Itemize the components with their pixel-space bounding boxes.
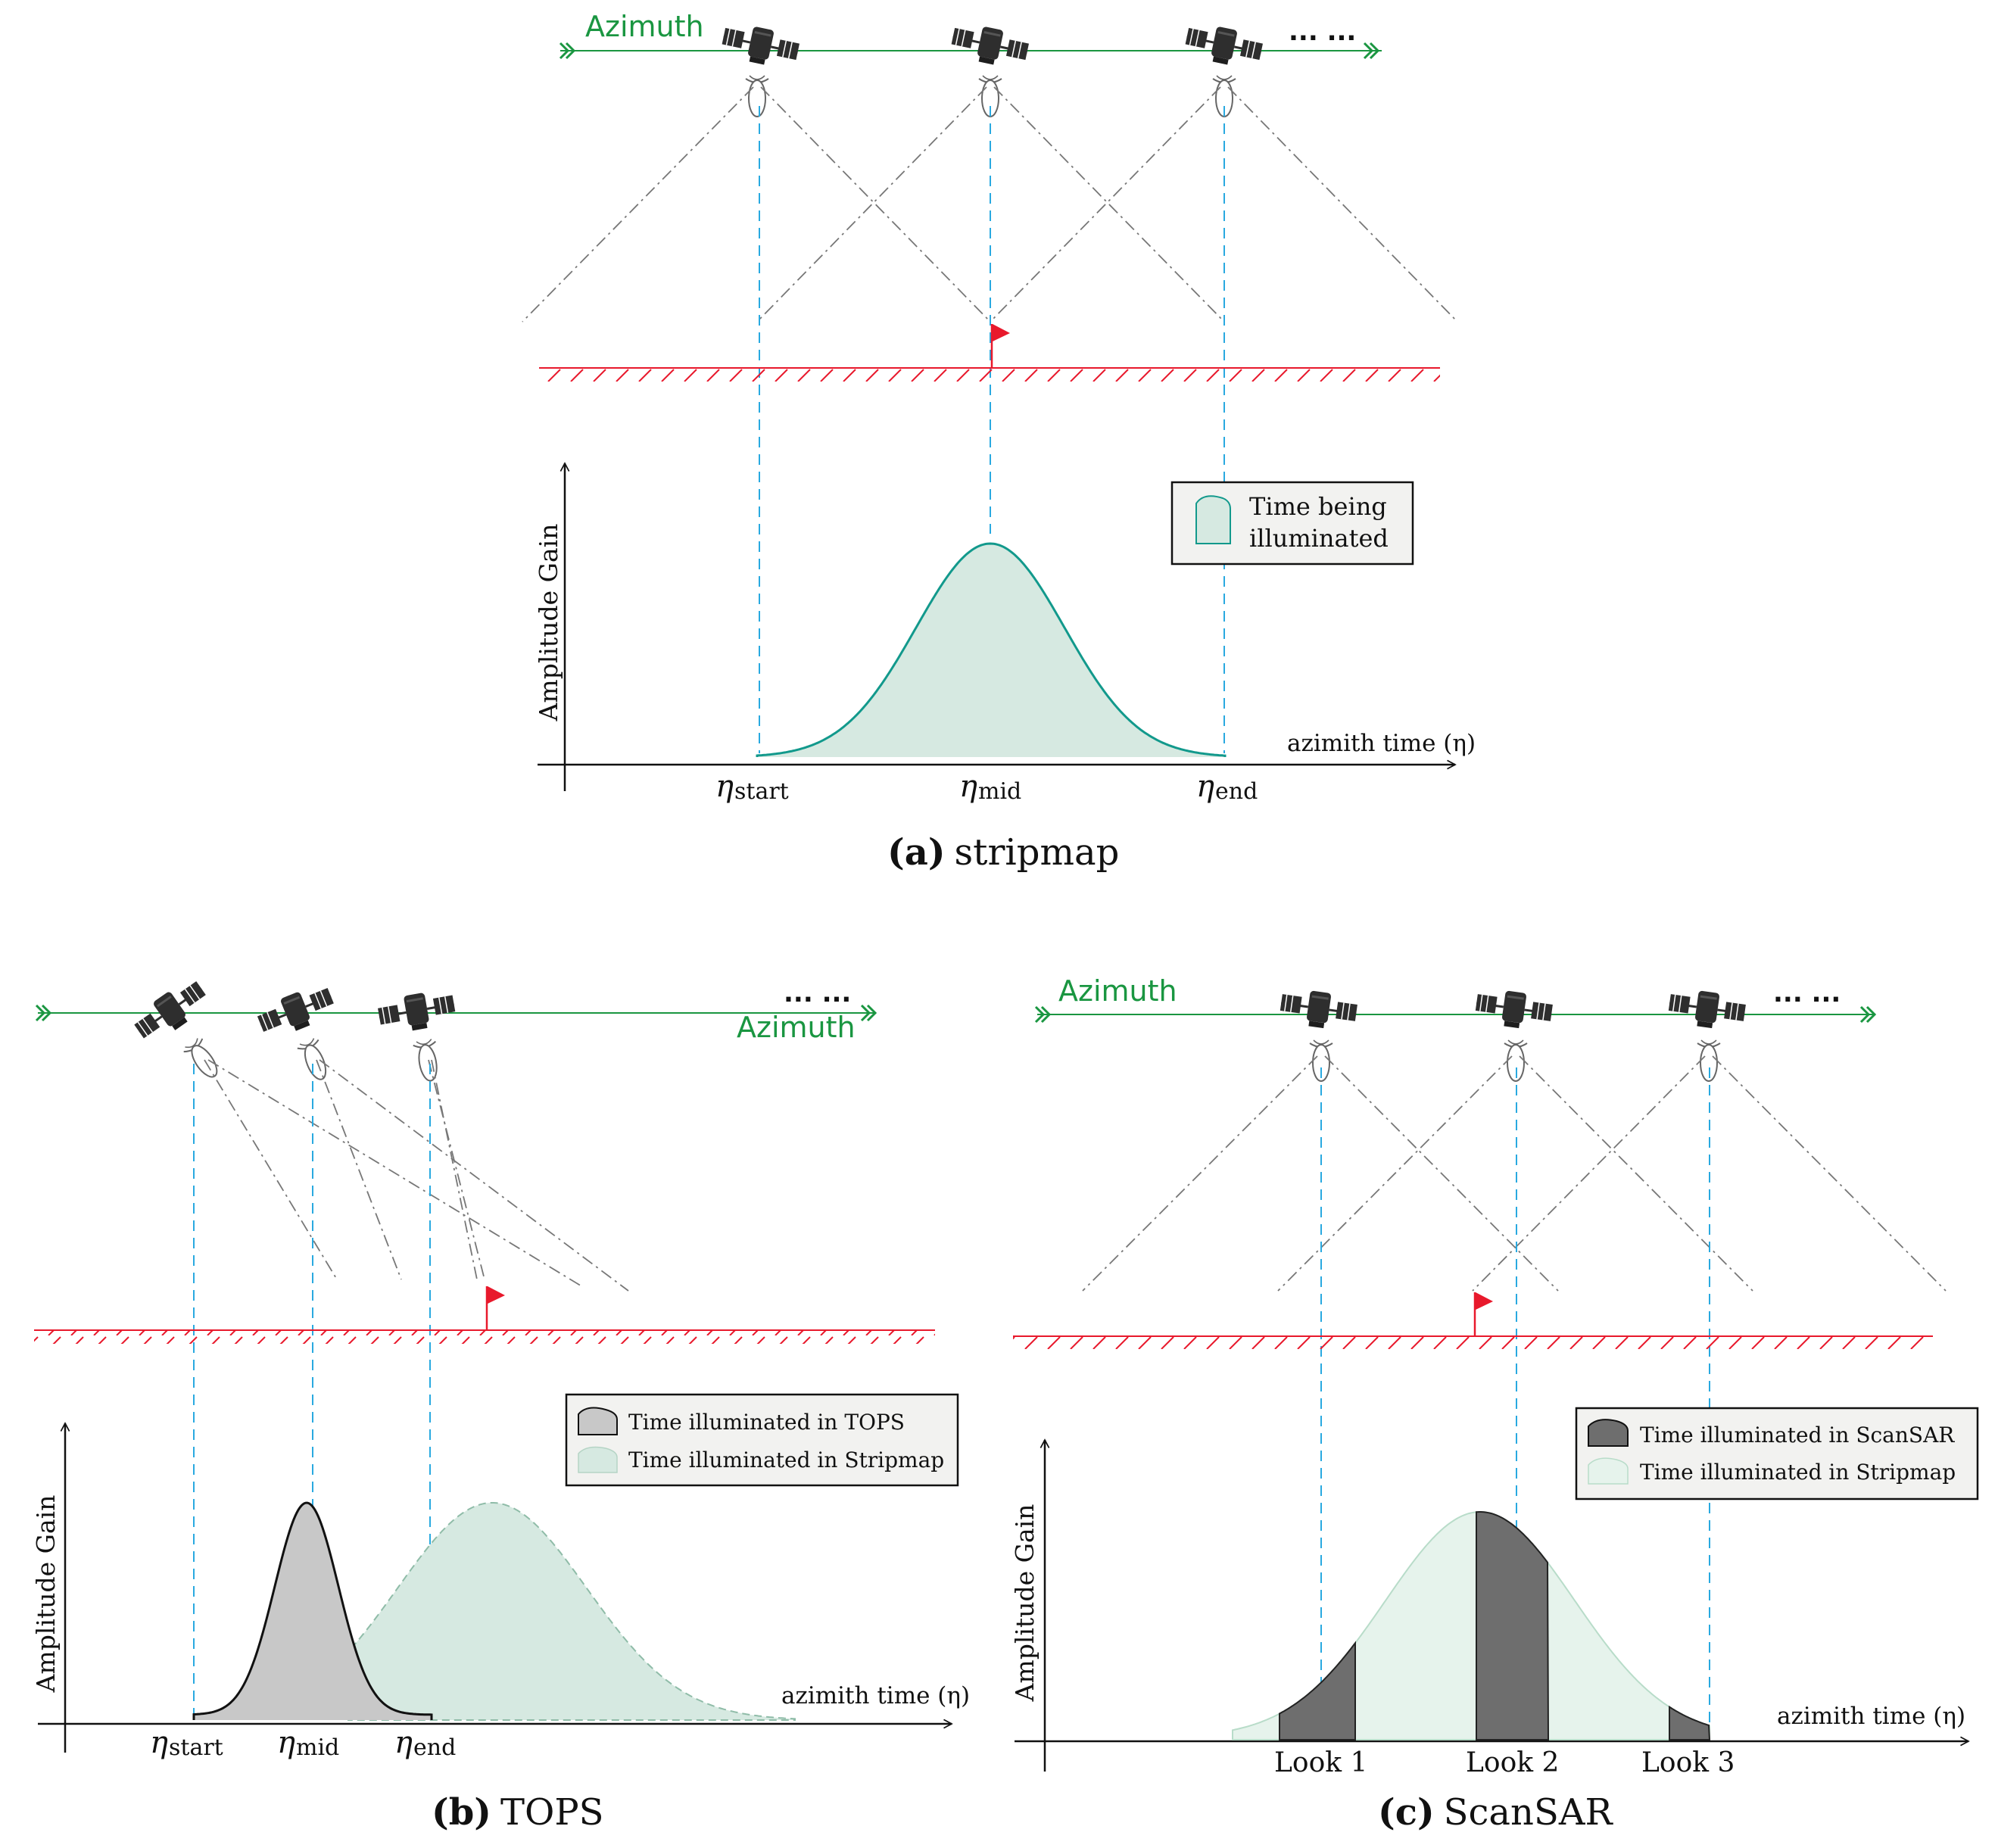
target-flag-icon [485, 1285, 507, 1332]
svg-text:η: η [394, 1725, 413, 1760]
legend-a: Time being illuminated [1170, 481, 1414, 566]
satellite-icon [1666, 985, 1748, 1034]
target-flag-icon [1473, 1291, 1495, 1338]
svg-text:η: η [959, 769, 977, 804]
antenna-beam-icon [181, 1035, 225, 1084]
azimuth-orbit-line [1034, 1005, 1876, 1024]
ground-surface [1013, 1335, 1933, 1350]
azimuth-label: Azimuth [737, 1011, 856, 1044]
tick-eta-mid: η mid [277, 1725, 339, 1761]
stripmap-illumination-curve [756, 542, 1227, 757]
scansar-look-2-burst [1476, 1511, 1550, 1740]
satellite-icon [1473, 985, 1555, 1034]
svg-text:mid: mid [978, 778, 1021, 805]
scansar-look-1-burst [1279, 1641, 1356, 1740]
legend-swatch-scansar [1588, 1419, 1629, 1447]
panel-a-stripmap: Azimuth ... ... [522, 10, 1476, 874]
svg-text:η: η [150, 1725, 168, 1760]
tick-eta-end: η end [1196, 769, 1258, 805]
svg-text:η: η [277, 1725, 295, 1760]
look-1-label: Look 1 [1274, 1747, 1367, 1778]
satellite-icon [947, 19, 1032, 73]
legend-text-tops: Time illuminated in TOPS [628, 1410, 905, 1435]
time-guide-lines [759, 106, 1225, 753]
legend-text-scansar: Time illuminated in ScanSAR [1640, 1423, 1955, 1448]
panel-c-scansar: Azimuth ... ... Amplitude Gain [1010, 974, 1979, 1834]
y-axis-label: Amplitude Gain [31, 1495, 61, 1694]
look-2-label: Look 2 [1466, 1747, 1559, 1778]
antenna-beam-icon [745, 75, 769, 117]
beam-footprint-lines [204, 1059, 629, 1292]
legend-swatch-stripmap [1195, 495, 1231, 544]
svg-text:η: η [1196, 769, 1214, 804]
scansar-look-3-burst [1669, 1705, 1711, 1740]
legend-text-line1: Time being [1249, 492, 1387, 521]
svg-text:start: start [169, 1734, 223, 1761]
legend-swatch-tops [578, 1407, 618, 1435]
ellipsis-label: ... ... [1289, 17, 1356, 47]
tick-eta-end: η end [394, 1725, 456, 1761]
x-axis-label: azimith time (η) [781, 1682, 970, 1709]
azimuth-label: Azimuth [1058, 974, 1177, 1008]
legend-c: Time illuminated in ScanSAR Time illumin… [1575, 1407, 1979, 1501]
y-axis-label: Amplitude Gain [1010, 1504, 1040, 1703]
satellite-icon [375, 986, 459, 1037]
caption-b: (b) TOPS [432, 1791, 604, 1834]
y-axis-label: Amplitude Gain [534, 524, 563, 722]
antenna-beam-icon [412, 1037, 444, 1084]
satellite-icon [253, 980, 339, 1044]
satellite-icon [1181, 19, 1266, 73]
legend-swatch-stripmap [1588, 1457, 1629, 1485]
look-3-label: Look 3 [1641, 1747, 1735, 1778]
tick-eta-start: η start [150, 1725, 223, 1761]
panel-b-tops: Azimuth ... ... Amplitude Gain [31, 974, 970, 1834]
ellipsis-label: ... ... [1773, 978, 1841, 1008]
satellite-icon [1277, 985, 1360, 1034]
svg-text:end: end [413, 1734, 456, 1761]
svg-text:η: η [715, 769, 734, 804]
ellipsis-label: ... ... [784, 978, 851, 1008]
stripmap-illumination-curve [348, 1502, 796, 1721]
satellite-icon [129, 974, 214, 1049]
satellite-icon [718, 19, 803, 73]
caption-c: (c) ScanSAR [1378, 1791, 1614, 1834]
tick-eta-start: η start [715, 769, 789, 805]
svg-text:end: end [1215, 778, 1258, 805]
x-axis-label: azimith time (η) [1287, 730, 1476, 757]
legend-text-stripmap: Time illuminated in Stripmap [1640, 1460, 1956, 1485]
caption-a: (a) stripmap [887, 831, 1119, 874]
x-axis-label: azimith time (η) [1777, 1703, 1965, 1730]
legend-text-line2: illuminated [1249, 524, 1389, 553]
legend-text-stripmap: Time illuminated in Stripmap [628, 1448, 944, 1472]
beam-footprint-lines [522, 86, 1458, 323]
ground-surface [34, 1329, 935, 1344]
tick-eta-mid: η mid [959, 769, 1021, 805]
svg-text:mid: mid [296, 1734, 339, 1761]
tops-illumination-curve [192, 1501, 433, 1720]
beam-footprint-lines [1082, 1055, 1947, 1292]
ground-surface [539, 367, 1440, 382]
antenna-beam-icon [295, 1036, 334, 1084]
svg-text:start: start [734, 778, 789, 805]
azimuth-label: Azimuth [585, 10, 704, 43]
legend-b: Time illuminated in TOPS Time illuminate… [565, 1393, 959, 1487]
target-flag-icon [990, 323, 1011, 369]
legend-swatch-stripmap [578, 1446, 618, 1473]
